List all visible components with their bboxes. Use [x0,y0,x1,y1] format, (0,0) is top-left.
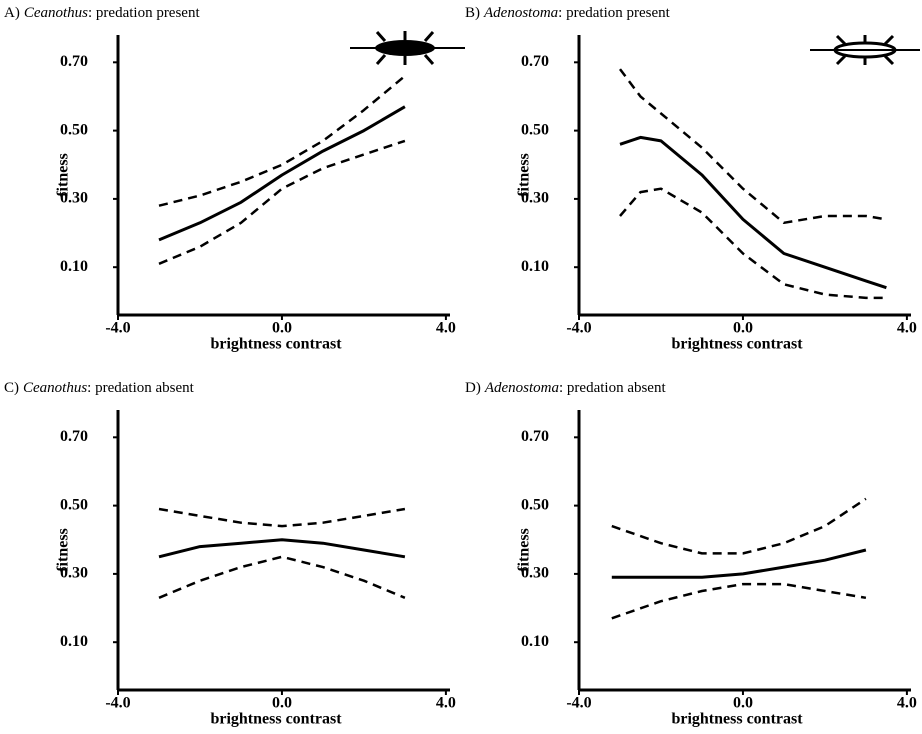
confidence-line [158,75,406,207]
y-tick-label: 0.10 [60,633,88,650]
y-tick-label: 0.30 [60,190,88,207]
x-axis-label: brightness contrast [210,711,342,728]
panel-letter: B) [465,5,480,21]
y-tick-label: 0.30 [521,565,549,582]
x-axis-label: brightness contrast [671,336,803,353]
panel: C) Ceanothus: predation absent 0.10 0.30 0.5… [4,380,456,727]
y-tick-label: 0.70 [521,53,549,70]
x-tick-label: 0.0 [272,695,292,712]
y-tick-label: 0.10 [60,258,88,275]
x-tick-label: 0.0 [733,695,753,712]
x-tick-label: 4.0 [897,695,917,712]
title-text: : predation absent [87,380,194,396]
x-axis-label: brightness contrast [210,336,342,353]
panel-letter: D) [465,380,481,396]
y-tick-label: 0.70 [60,53,88,70]
fitness-line [158,538,406,559]
confidence-line [158,555,406,599]
y-axis-label: fitness [55,153,72,197]
confidence-line [611,582,867,620]
panel: B) Adenostoma: predation present 0.10 0.30 0… [465,5,917,352]
genus: Ceanothus [24,5,88,21]
fitness-line [158,105,406,242]
y-tick-label: 0.50 [521,121,549,138]
y-tick-label: 0.70 [521,428,549,445]
panel-title: B) Adenostoma: predation present [465,5,671,21]
x-axis-label: brightness contrast [671,711,803,728]
y-axis-label: fitness [516,528,533,572]
panel-title: C) Ceanothus: predation absent [4,380,195,396]
y-tick-label: 0.50 [60,121,88,138]
panel-title: A) Ceanothus: predation present [4,5,200,21]
confidence-line [619,187,887,300]
confidence-line [158,139,406,265]
title-text: : predation present [558,5,670,21]
confidence-line [611,497,867,555]
y-tick-label: 0.10 [521,633,549,650]
x-tick-label: 4.0 [436,320,456,337]
genus: Adenostoma [483,5,558,21]
y-tick-label: 0.30 [60,565,88,582]
confidence-line [618,68,887,225]
beetle-icon [810,34,920,66]
y-tick-label: 0.50 [60,496,88,513]
y-axis-label: fitness [55,528,72,572]
y-tick-label: 0.70 [60,428,88,445]
x-tick-label: -4.0 [105,320,130,337]
panel: D) Adenostoma: predation absent 0.10 0.30 0.… [465,380,917,727]
y-tick-label: 0.50 [521,496,549,513]
panel-letter: A) [4,5,20,21]
title-text: : predation present [88,5,200,21]
genus: Adenostoma [484,380,559,396]
panel: A) Ceanothus: predation present 0.10 0.30 0.… [4,5,456,352]
beetle-icon [350,31,465,65]
y-tick-label: 0.30 [521,190,549,207]
x-tick-label: 4.0 [436,695,456,712]
x-tick-label: 0.0 [272,320,292,337]
panel-letter: C) [4,380,19,396]
y-tick-label: 0.10 [521,258,549,275]
x-tick-label: 4.0 [897,320,917,337]
x-tick-label: -4.0 [105,695,130,712]
confidence-line [158,507,406,528]
x-tick-label: 0.0 [733,320,753,337]
fitness-line [619,135,887,290]
y-axis-label: fitness [516,153,533,197]
genus: Ceanothus [23,380,87,396]
title-text: : predation absent [559,380,666,396]
x-tick-label: -4.0 [566,320,591,337]
x-tick-label: -4.0 [566,695,591,712]
panel-title: D) Adenostoma: predation absent [465,380,666,396]
fitness-line [611,548,867,579]
